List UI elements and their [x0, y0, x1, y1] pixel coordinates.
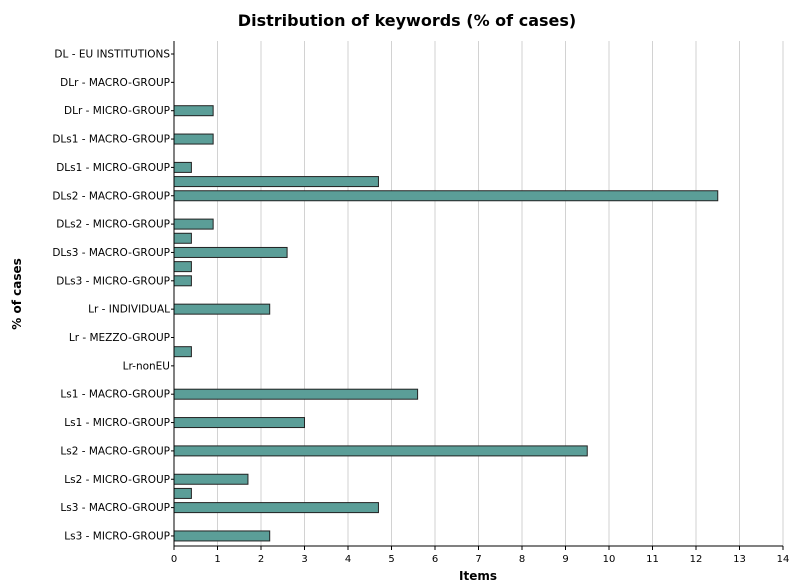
- category-label-14: Ls2 - MACRO-GROUP: [60, 445, 170, 457]
- x-tick-labels: 0 1 2 3 4 5 6 7 8 9 10 11 12 13 14: [171, 546, 789, 565]
- x-tick-label-13: 13: [733, 554, 746, 565]
- bar-12: [173, 388, 419, 400]
- category-label-0: DL - EU INSTITUTIONS: [54, 49, 170, 61]
- category-label-5: DLs2 - MACRO-GROUP: [52, 190, 170, 202]
- bar-5: [173, 218, 214, 230]
- x-tick-label-7: 7: [475, 554, 481, 565]
- category-label-8: DLs3 - MICRO-GROUP: [56, 275, 170, 287]
- y-axis-title: % of cases: [10, 258, 24, 329]
- bar-10: [173, 303, 271, 315]
- bar-16: [173, 487, 192, 499]
- x-tick-label-8: 8: [519, 554, 525, 565]
- bar-17: [173, 502, 379, 514]
- category-label-12: Ls1 - MACRO-GROUP: [60, 389, 170, 401]
- bar-11: [173, 346, 192, 358]
- x-axis-title: Items: [459, 569, 497, 583]
- category-label-1: DLr - MACRO-GROUP: [60, 77, 170, 89]
- x-tick-label-14: 14: [777, 554, 789, 565]
- bar-6: [173, 232, 192, 244]
- bar-2: [173, 161, 192, 173]
- category-label-17: Ls3 - MICRO-GROUP: [64, 530, 170, 542]
- bar-0: [173, 105, 214, 117]
- x-tick-label-10: 10: [603, 554, 616, 565]
- category-label-3: DLs1 - MACRO-GROUP: [52, 134, 170, 146]
- category-label-10: Lr - MEZZO-GROUP: [69, 332, 170, 344]
- category-label-11: Lr-nonEU: [123, 360, 170, 372]
- x-tick-label-3: 3: [301, 554, 307, 565]
- x-tick-label-5: 5: [388, 554, 394, 565]
- category-label-4: DLs1 - MICRO-GROUP: [56, 162, 170, 174]
- category-label-16: Ls3 - MACRO-GROUP: [60, 502, 170, 514]
- bar-4: [173, 190, 719, 202]
- bar-9: [173, 275, 192, 287]
- bars: [173, 105, 719, 542]
- category-labels: DL - EU INSTITUTIONS DLr - MACRO-GROUP DLr…: [52, 49, 174, 542]
- bar-13: [173, 417, 305, 429]
- bar-1: [173, 133, 214, 145]
- x-tick-label-0: 0: [171, 554, 177, 565]
- category-label-6: DLs2 - MICRO-GROUP: [56, 219, 170, 231]
- gridlines: [217, 41, 784, 546]
- category-label-2: DLr - MICRO-GROUP: [64, 105, 170, 117]
- category-label-9: Lr - INDIVIDUAL: [88, 304, 170, 316]
- bar-8: [173, 261, 192, 273]
- chart-title: Distribution of keywords (% of cases): [238, 11, 576, 30]
- bar-3: [173, 176, 379, 188]
- bar-7: [173, 246, 288, 258]
- category-label-13: Ls1 - MICRO-GROUP: [64, 417, 170, 429]
- x-tick-label-6: 6: [432, 554, 438, 565]
- x-tick-label-12: 12: [690, 554, 703, 565]
- bar-15: [173, 473, 249, 485]
- x-tick-label-9: 9: [562, 554, 568, 565]
- bar-14: [173, 445, 588, 457]
- x-tick-label-1: 1: [214, 554, 220, 565]
- x-tick-label-4: 4: [345, 554, 351, 565]
- x-tick-label-2: 2: [258, 554, 264, 565]
- category-label-7: DLs3 - MACRO-GROUP: [52, 247, 170, 259]
- x-tick-label-11: 11: [646, 554, 659, 565]
- bar-18: [173, 530, 271, 542]
- category-label-15: Ls2 - MICRO-GROUP: [64, 474, 170, 486]
